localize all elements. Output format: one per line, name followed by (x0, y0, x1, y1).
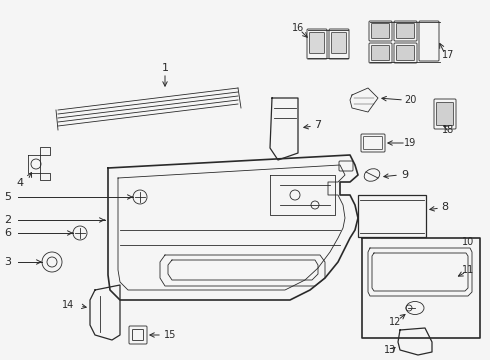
FancyBboxPatch shape (396, 23, 415, 39)
FancyBboxPatch shape (361, 134, 385, 152)
FancyBboxPatch shape (419, 21, 439, 61)
FancyBboxPatch shape (371, 23, 390, 39)
FancyBboxPatch shape (434, 99, 456, 129)
Polygon shape (90, 285, 120, 340)
FancyBboxPatch shape (371, 45, 390, 60)
FancyBboxPatch shape (358, 195, 426, 237)
Text: 17: 17 (442, 50, 454, 60)
FancyBboxPatch shape (369, 21, 392, 41)
Text: 13: 13 (384, 345, 396, 355)
Text: 16: 16 (292, 23, 304, 33)
Text: 14: 14 (62, 300, 74, 310)
Text: 19: 19 (404, 138, 416, 148)
Text: 5: 5 (4, 192, 11, 202)
Text: 7: 7 (315, 120, 321, 130)
Text: 3: 3 (4, 257, 11, 267)
Text: 11: 11 (462, 265, 474, 275)
FancyBboxPatch shape (369, 43, 392, 63)
FancyBboxPatch shape (329, 29, 349, 59)
Text: 6: 6 (4, 228, 11, 238)
Text: 8: 8 (441, 202, 448, 212)
Polygon shape (350, 88, 378, 112)
FancyBboxPatch shape (129, 326, 147, 344)
FancyBboxPatch shape (332, 32, 346, 54)
FancyBboxPatch shape (394, 43, 417, 63)
Text: 9: 9 (401, 170, 409, 180)
Text: 4: 4 (17, 178, 24, 188)
Polygon shape (270, 98, 298, 160)
FancyBboxPatch shape (307, 29, 327, 59)
Polygon shape (398, 328, 432, 355)
Text: 2: 2 (4, 215, 12, 225)
FancyBboxPatch shape (396, 45, 415, 60)
Text: 1: 1 (162, 63, 169, 73)
Text: 15: 15 (164, 330, 176, 340)
FancyBboxPatch shape (310, 32, 324, 54)
Text: 18: 18 (442, 125, 454, 135)
FancyBboxPatch shape (437, 103, 454, 126)
Text: 10: 10 (462, 237, 474, 247)
Text: 12: 12 (389, 317, 401, 327)
Text: 20: 20 (404, 95, 416, 105)
FancyBboxPatch shape (394, 21, 417, 41)
